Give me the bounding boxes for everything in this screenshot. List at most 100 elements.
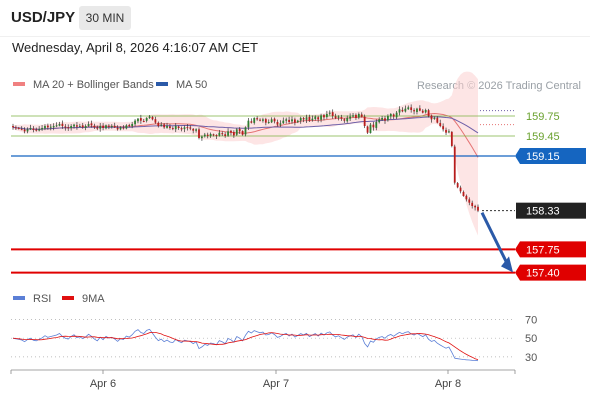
candle	[192, 128, 195, 134]
forecast-arrow-shaft	[480, 212, 509, 264]
candle	[15, 125, 17, 130]
candle	[462, 190, 465, 197]
chart-datetime: Wednesday, April 8, 2026 4:16:07 AM CET	[12, 40, 258, 55]
candle	[317, 115, 320, 123]
candle-body	[259, 119, 261, 121]
candle-body	[163, 124, 166, 128]
timeframe-button[interactable]: 30 MIN	[79, 6, 131, 30]
candle-body	[157, 122, 160, 126]
candle-body	[203, 134, 206, 137]
candle-body	[235, 129, 238, 135]
candle-body	[125, 125, 128, 129]
candle	[407, 105, 410, 110]
pivot-level-text: 159.15	[526, 151, 560, 163]
candle-body	[264, 119, 267, 123]
candle-body	[305, 117, 308, 120]
legend-bollinger: MA 20 + Bollinger Bands	[13, 79, 154, 91]
candle	[395, 110, 398, 120]
candle-body	[337, 116, 340, 118]
candle-body	[58, 124, 61, 126]
candle	[166, 122, 168, 129]
candle-body	[160, 124, 163, 126]
support-level-tag	[515, 241, 586, 258]
candle-body	[41, 128, 43, 130]
current-price-text: 158.33	[526, 206, 560, 218]
candle	[134, 119, 136, 127]
candle	[160, 122, 163, 127]
candle	[305, 114, 308, 123]
candle-body	[81, 125, 84, 128]
candle	[84, 124, 87, 131]
candle	[70, 124, 73, 131]
candle	[445, 127, 447, 135]
candle-body	[52, 126, 55, 128]
x-tick-label: Apr 7	[263, 378, 289, 390]
rsi-tick-label: 30	[525, 352, 537, 364]
candle-body	[398, 109, 401, 113]
candle	[273, 117, 276, 124]
candle-body	[105, 125, 107, 129]
candle	[334, 113, 337, 120]
candle	[145, 117, 148, 123]
legend-ma50-label: MA 50	[176, 79, 208, 91]
legend-rsi-swatch	[13, 296, 25, 301]
candle-body	[73, 124, 75, 127]
candle-body	[90, 123, 93, 126]
candle	[224, 132, 227, 138]
candle	[325, 110, 328, 119]
candle	[81, 122, 84, 129]
candle	[32, 126, 35, 133]
support-level-text: 157.40	[526, 268, 560, 280]
candle	[285, 117, 288, 124]
candle	[26, 127, 29, 134]
candle-body	[137, 118, 139, 122]
candle	[459, 185, 462, 194]
candle	[247, 118, 250, 130]
candle-body	[87, 124, 90, 127]
candle-body	[427, 110, 430, 116]
candle-body	[445, 129, 447, 133]
candle-body	[209, 134, 212, 137]
candle-body	[67, 127, 70, 129]
candle	[253, 117, 256, 125]
candle-body	[311, 118, 314, 121]
candle	[430, 114, 433, 123]
candle-body	[134, 120, 136, 125]
candle-body	[357, 114, 360, 118]
candle-body	[128, 124, 131, 126]
candle	[232, 130, 235, 138]
candle	[404, 105, 407, 113]
candle-body	[20, 129, 23, 131]
candle-body	[29, 128, 32, 130]
candle-body	[430, 115, 433, 120]
candle-body	[299, 118, 302, 121]
bollinger-band-area	[13, 71, 478, 236]
candle	[279, 120, 282, 127]
candle-body	[174, 126, 177, 130]
candle-body	[232, 132, 235, 136]
candle-body	[23, 129, 26, 132]
candle-body	[279, 123, 282, 125]
candle-body	[238, 128, 241, 132]
candle	[357, 112, 360, 120]
candle	[294, 117, 296, 126]
candle-body	[291, 119, 293, 122]
candle	[125, 124, 128, 130]
candle	[270, 117, 273, 124]
candle	[29, 124, 32, 131]
candle	[296, 119, 299, 124]
candle-body	[366, 126, 369, 133]
candle	[323, 113, 325, 121]
support-level-tag	[515, 264, 586, 281]
candle	[450, 131, 453, 148]
candle	[346, 115, 349, 123]
candle	[206, 132, 209, 139]
candle	[282, 117, 285, 124]
candle-body	[328, 112, 331, 114]
candle	[418, 105, 421, 112]
candle-body	[392, 114, 395, 117]
candle-body	[282, 120, 285, 124]
candle	[113, 122, 116, 129]
candle	[87, 121, 90, 127]
